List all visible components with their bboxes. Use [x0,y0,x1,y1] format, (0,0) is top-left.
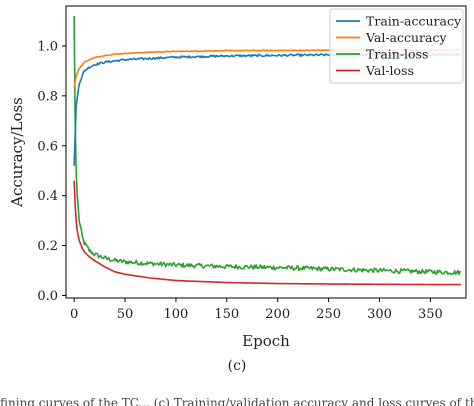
y-axis-label: Accuracy/Loss [8,97,26,208]
figure-caption: (c) [227,358,247,374]
legend-entry: Train-loss [366,47,428,62]
x-tick-label: 300 [367,307,392,322]
x-axis-label: Epoch [242,332,290,350]
y-tick-label: 0.2 [37,239,58,254]
x-tick-label: 100 [164,307,189,322]
legend-box [329,8,464,84]
cropped-caption-text: fining curves of the TC... (c) Training/… [0,396,474,406]
legend-entry: Train-accuracy [366,14,462,29]
plot-frame [65,5,467,299]
x-tick-label: 200 [265,307,290,322]
x-tick-label: 150 [214,307,239,322]
x-tick-label: 350 [418,307,443,322]
legend-entry: Val-loss [365,63,414,78]
axes-layer: 0 50 100 150 200 250 300 350 0.0 0.2 0.4 0.6 0.8 1.0 E… [8,5,467,350]
legend-entry: Val-accuracy [365,30,447,45]
x-tick-label: 50 [117,307,134,322]
x-tick-label: 0 [70,307,78,322]
y-tick-label: 0.4 [37,189,58,204]
y-tick-label: 0.8 [37,89,58,104]
y-tick-label: 0.6 [37,139,58,154]
y-tick-label: 0.0 [37,289,58,304]
series-line-val-loss [73,180,461,286]
training-curves-chart: 0 50 100 150 200 250 300 350 0.0 0.2 0.4 0.6 0.8 1.0 E… [8,5,467,350]
y-tick-label: 1.0 [37,39,58,54]
x-tick-label: 250 [316,307,341,322]
series-line-train-loss [73,15,462,276]
